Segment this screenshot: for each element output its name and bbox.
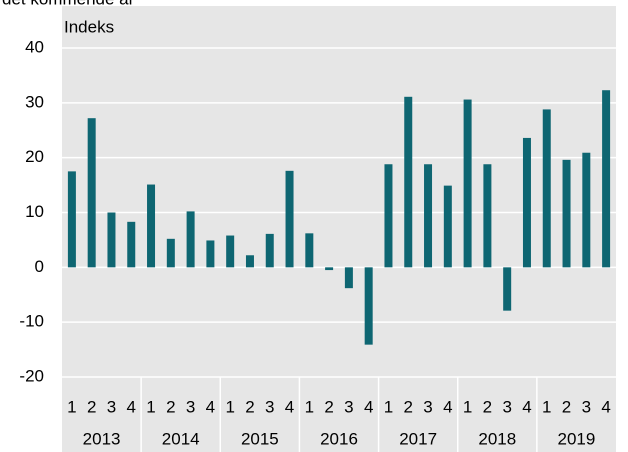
x-tick-label: 2 (483, 397, 492, 416)
x-tick-label: 2 (404, 397, 413, 416)
plot-background (62, 6, 616, 452)
x-group-label: 2015 (241, 429, 279, 448)
x-group-label: 2013 (83, 429, 121, 448)
x-tick-label: 1 (67, 397, 76, 416)
x-group-label: 2016 (320, 429, 358, 448)
bar (522, 137, 531, 268)
bar (265, 233, 274, 268)
chart-title: det kommende år (2, 0, 135, 8)
bar (404, 96, 413, 268)
bar (582, 152, 591, 268)
bar (384, 164, 393, 268)
bar (325, 267, 334, 271)
x-tick-label: 4 (285, 397, 294, 416)
bar (87, 118, 96, 268)
x-tick-label: 3 (107, 397, 116, 416)
x-tick-label: 3 (502, 397, 511, 416)
bar (344, 267, 353, 289)
x-tick-label: 1 (542, 397, 551, 416)
y-tick-label: -20 (19, 366, 44, 385)
x-tick-label: 1 (305, 397, 314, 416)
x-tick-label: 4 (127, 397, 136, 416)
bar (107, 212, 116, 268)
bar (542, 109, 551, 268)
bar (364, 267, 373, 345)
x-tick-label: 2 (245, 397, 254, 416)
x-tick-label: 4 (443, 397, 452, 416)
x-tick-label: 4 (364, 397, 373, 416)
x-tick-label: 2 (324, 397, 333, 416)
x-tick-label: 4 (522, 397, 531, 416)
bar (186, 211, 195, 268)
x-tick-label: 1 (146, 397, 155, 416)
bar (483, 164, 492, 268)
bar (562, 159, 571, 268)
x-tick-label: 3 (423, 397, 432, 416)
x-tick-label: 3 (582, 397, 591, 416)
x-group-label: 2019 (558, 429, 596, 448)
bar (443, 185, 452, 268)
bar (147, 184, 156, 268)
x-group-label: 2017 (399, 429, 437, 448)
x-tick-label: 2 (87, 397, 96, 416)
y-tick-label: 40 (25, 37, 44, 56)
y-axis-label: Indeks (64, 17, 114, 36)
y-tick-label: 10 (25, 202, 44, 221)
bar (166, 238, 175, 268)
x-tick-label: 1 (384, 397, 393, 416)
bar (424, 164, 433, 268)
bar (206, 240, 215, 268)
x-group-label: 2014 (162, 429, 200, 448)
y-tick-label: 30 (25, 92, 44, 111)
bar (503, 267, 512, 311)
bar (463, 99, 472, 268)
bar (602, 90, 611, 268)
x-tick-label: 4 (601, 397, 610, 416)
bar (245, 255, 254, 268)
bar (305, 233, 314, 268)
x-tick-label: 1 (463, 397, 472, 416)
bar (285, 170, 294, 268)
bar (127, 221, 136, 268)
x-tick-label: 3 (265, 397, 274, 416)
x-tick-label: 2 (562, 397, 571, 416)
x-tick-label: 1 (225, 397, 234, 416)
bar (67, 171, 76, 268)
x-group-label: 2018 (478, 429, 516, 448)
x-tick-label: 4 (206, 397, 215, 416)
bar (226, 235, 235, 268)
x-tick-label: 3 (186, 397, 195, 416)
y-tick-label: -10 (19, 312, 44, 331)
y-tick-label: 20 (25, 147, 44, 166)
y-tick-label: 0 (35, 257, 44, 276)
x-tick-label: 2 (166, 397, 175, 416)
x-tick-label: 3 (344, 397, 353, 416)
